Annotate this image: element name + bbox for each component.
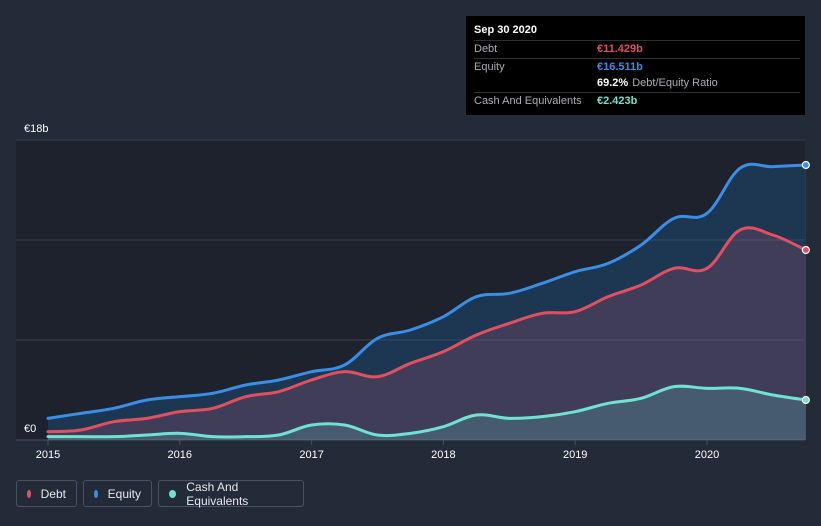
tooltip-equity-value: €16.511b <box>597 60 643 73</box>
end-marker-debt[interactable] <box>801 245 810 255</box>
tooltip-debt-label: Debt <box>474 43 498 56</box>
x-tick-label: 2020 <box>695 449 719 461</box>
gridlines <box>16 139 805 441</box>
area-equity <box>48 164 806 440</box>
legend-equity[interactable]: Equity <box>83 480 152 507</box>
y-axis: €18b €0 <box>24 123 48 435</box>
y-tick-label: €0 <box>24 423 36 435</box>
x-tick-label: 2017 <box>299 449 323 461</box>
series-lines <box>46 162 808 439</box>
legend-debt[interactable]: Debt <box>16 480 77 507</box>
tooltip-date: Sep 30 2020 <box>474 24 537 36</box>
x-axis: 2015 2016 2017 2018 2019 2020 <box>36 440 719 461</box>
tooltip-equity-label: Equity <box>474 60 505 73</box>
tooltip-cash-row: Cash And Equivalents €2.423b <box>474 91 800 110</box>
area-cash-and-equivalents <box>48 386 806 440</box>
tooltip: Sep 30 2020 Debt €11.429b Equity €16.511… <box>466 16 805 115</box>
tooltip-ratio-label: Debt/Equity Ratio <box>632 77 718 90</box>
x-tick-label: 2016 <box>168 449 192 461</box>
legend-equity-dot <box>94 489 98 498</box>
x-tick-label: 2018 <box>431 449 455 461</box>
plot-background <box>16 140 805 440</box>
legend-cash[interactable]: Cash And Equivalents <box>158 479 304 508</box>
tooltip-cash-label: Cash And Equivalents <box>474 94 582 107</box>
end-marker-equity[interactable] <box>801 160 810 170</box>
line-debt <box>46 226 808 434</box>
line-equity <box>46 162 808 420</box>
legend-cash-label: Cash And Equivalents <box>186 479 249 508</box>
line-cash-and-equivalents <box>46 384 808 439</box>
y-tick-label: €18b <box>24 123 48 135</box>
tooltip-ratio-row: 69.2% Debt/Equity Ratio <box>474 75 800 92</box>
tooltip-debt-row: Debt €11.429b <box>474 40 800 58</box>
tooltip-ratio-value: 69.2% <box>597 77 629 90</box>
tooltip-debt-value: €11.429b <box>597 43 643 56</box>
legend-debt-dot <box>27 489 31 498</box>
legend-debt-label: Debt <box>40 486 66 501</box>
x-tick-label: 2019 <box>563 449 587 461</box>
tooltip-cash-value: €2.423b <box>597 94 638 107</box>
x-tick-label: 2015 <box>36 449 60 461</box>
series-areas <box>48 164 806 440</box>
legend-cash-dot <box>169 489 177 498</box>
tooltip-equity-row: Equity €16.511b <box>474 57 800 76</box>
legend-equity-label: Equity <box>107 486 141 501</box>
series-end-markers <box>801 160 810 405</box>
area-debt <box>48 227 806 440</box>
end-marker-cash-and-equivalents[interactable] <box>801 395 810 405</box>
